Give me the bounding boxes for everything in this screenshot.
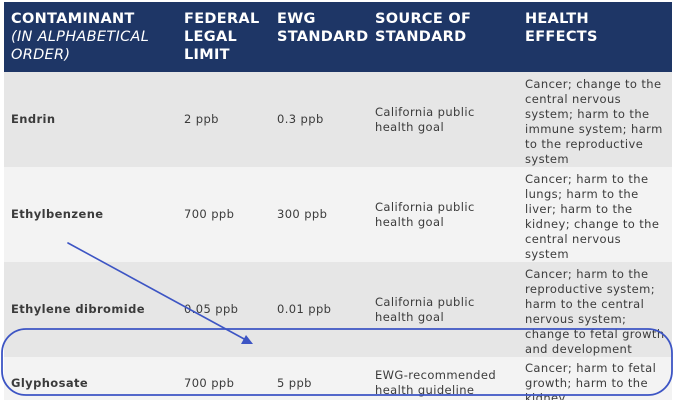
header-contaminant-sub: (IN ALPHABETICAL ORDER) [11,29,150,63]
header-contaminant-label: CONTAMINANT [11,11,135,27]
table-row: Ethylene dibromide 0.05 ppb 0.01 ppb Cal… [4,262,672,357]
health-effects-value: Cancer; change to the central nervous sy… [525,77,663,166]
header-contaminant: CONTAMINANT (IN ALPHABETICAL ORDER) [4,2,177,72]
header-federal-limit: FEDERAL LEGAL LIMIT [184,11,260,63]
contaminant-table: CONTAMINANT (IN ALPHABETICAL ORDER) FEDE… [4,2,672,400]
ewg-standard-value: 0.3 ppb [277,112,324,126]
table-row: Ethylbenzene 700 ppb 300 ppb California … [4,167,672,262]
header-ewg-standard: EWG STANDARD [277,11,369,45]
table-row: Endrin 2 ppb 0.3 ppb California public h… [4,72,672,167]
ewg-standard-value: 300 ppb [277,207,328,221]
source-value: California public health goal [375,104,475,134]
source-value: EWG-recommended health guideline [375,368,497,397]
federal-limit-value: 700 ppb [184,375,235,390]
contaminant-name: Glyphosate [11,375,89,390]
contaminant-name: Ethylene dibromide [11,302,145,316]
federal-limit-value: 0.05 ppb [184,302,239,316]
ewg-standard-value: 0.01 ppb [277,302,332,316]
health-effects-value: Cancer; harm to the lungs; harm to the l… [525,172,660,261]
health-effects-value: Cancer; harm to the reproductive system;… [525,267,665,356]
contaminant-name: Endrin [11,112,56,126]
ewg-standard-value: 5 ppb [277,375,312,390]
source-value: California public health goal [375,294,475,324]
table-header-row: CONTAMINANT (IN ALPHABETICAL ORDER) FEDE… [4,2,672,72]
table-row: Glyphosate 700 ppb 5 ppb EWG-recommended… [4,357,672,400]
contaminant-name: Ethylbenzene [11,207,104,221]
source-value: California public health goal [375,199,475,229]
header-source: SOURCE OF STANDARD [375,11,472,45]
header-health-effects: HEALTH EFFECTS [525,11,598,45]
federal-limit-value: 700 ppb [184,207,235,221]
federal-limit-value: 2 ppb [184,112,219,126]
health-effects-value: Cancer; harm to fetal growth; harm to th… [525,361,657,400]
